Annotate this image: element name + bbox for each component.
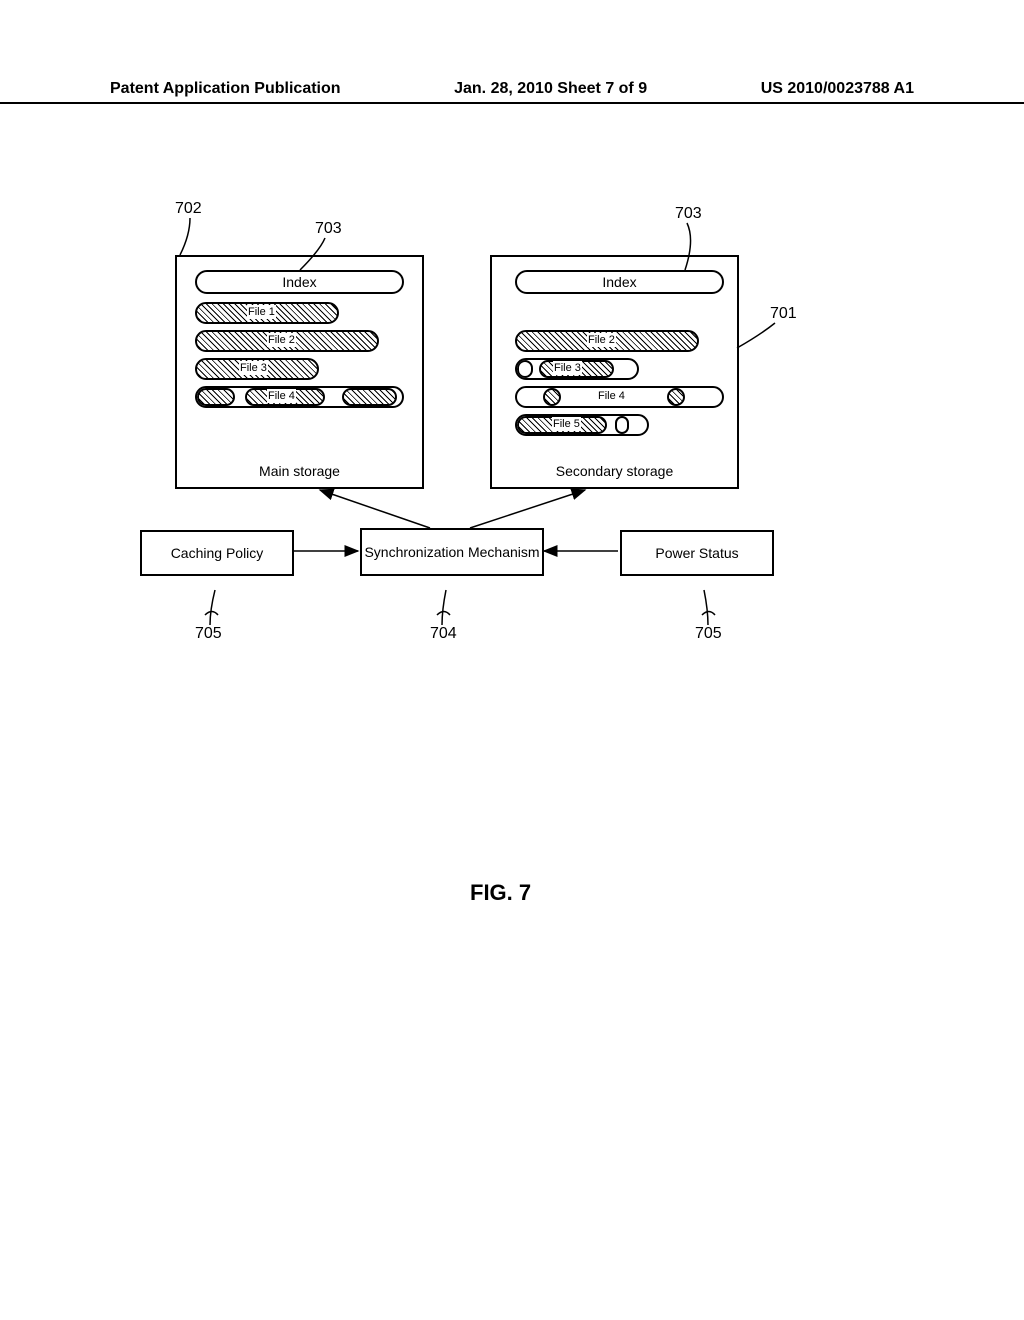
caching-policy-box: Caching Policy [140,530,294,576]
page-header: Patent Application Publication Jan. 28, … [0,80,1024,104]
header-left: Patent Application Publication [110,80,341,98]
figure-label: FIG. 7 [470,880,531,906]
page: Patent Application Publication Jan. 28, … [0,0,1024,1320]
sec-file3: File 3 [515,358,639,380]
sec-file2: File 2 [515,330,699,352]
secondary-storage-label: Secondary storage [492,463,737,479]
main-file3: File 3 [195,358,319,380]
header-center: Jan. 28, 2010 Sheet 7 of 9 [454,80,647,98]
index-secondary: Index [515,270,724,294]
figure-diagram: 702 703 703 701 705 704 705 Main storage… [120,190,820,690]
header-right: US 2010/0023788 A1 [761,80,914,98]
main-file4: File 4 [195,386,404,408]
sync-mechanism-box: Synchronization Mechanism [360,528,544,576]
main-file2: File 2 [195,330,379,352]
sec-file4: File 4 [515,386,724,408]
ref-704: 704 [430,625,457,643]
sec-file5: File 5 [515,414,649,436]
power-status-box: Power Status [620,530,774,576]
index-main: Index [195,270,404,294]
ref-701: 701 [770,305,797,323]
main-file1: File 1 [195,302,339,324]
ref-703-left: 703 [315,220,342,238]
ref-705-right: 705 [695,625,722,643]
ref-705-left: 705 [195,625,222,643]
ref-702: 702 [175,200,202,218]
main-storage-label: Main storage [177,463,422,479]
ref-703-right: 703 [675,205,702,223]
